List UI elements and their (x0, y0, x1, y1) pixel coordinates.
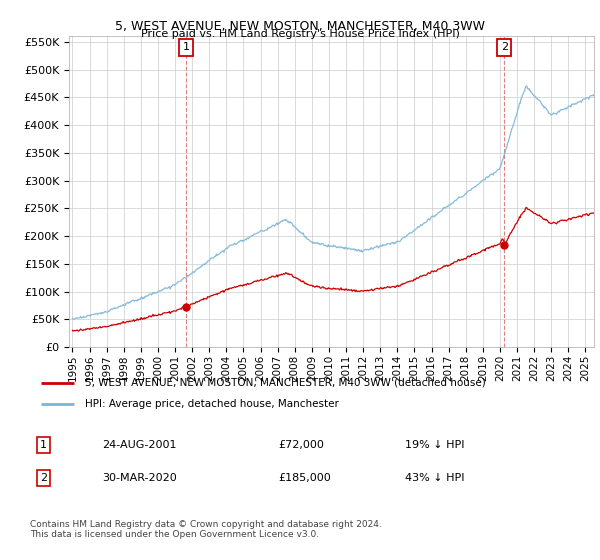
Text: 43% ↓ HPI: 43% ↓ HPI (406, 473, 465, 483)
Text: 1: 1 (40, 440, 47, 450)
Text: 5, WEST AVENUE, NEW MOSTON, MANCHESTER, M40 3WW (detached house): 5, WEST AVENUE, NEW MOSTON, MANCHESTER, … (85, 378, 486, 388)
Text: 24-AUG-2001: 24-AUG-2001 (102, 440, 176, 450)
Text: 19% ↓ HPI: 19% ↓ HPI (406, 440, 465, 450)
Text: 1: 1 (182, 43, 190, 53)
Text: £72,000: £72,000 (278, 440, 324, 450)
Text: Contains HM Land Registry data © Crown copyright and database right 2024.
This d: Contains HM Land Registry data © Crown c… (30, 520, 382, 539)
Text: HPI: Average price, detached house, Manchester: HPI: Average price, detached house, Manc… (85, 399, 339, 409)
Text: Price paid vs. HM Land Registry's House Price Index (HPI): Price paid vs. HM Land Registry's House … (140, 29, 460, 39)
Text: 2: 2 (500, 43, 508, 53)
Text: 30-MAR-2020: 30-MAR-2020 (102, 473, 176, 483)
Text: 2: 2 (40, 473, 47, 483)
Text: 5, WEST AVENUE, NEW MOSTON, MANCHESTER, M40 3WW: 5, WEST AVENUE, NEW MOSTON, MANCHESTER, … (115, 20, 485, 32)
Text: £185,000: £185,000 (278, 473, 331, 483)
